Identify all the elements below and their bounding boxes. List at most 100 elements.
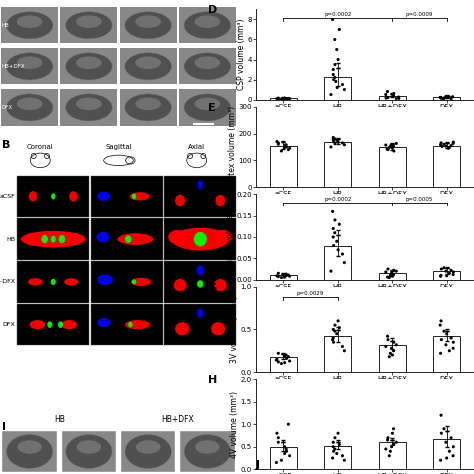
Point (438, 143, 446, 150)
Point (439, 95, 447, 102)
Point (333, 46, 340, 53)
Ellipse shape (215, 195, 226, 206)
Point (383, 146, 391, 153)
Point (330, 242, 337, 249)
Ellipse shape (17, 98, 43, 110)
Point (284, 146, 292, 154)
Point (278, 147, 285, 155)
Bar (379, 96, 406, 100)
Ellipse shape (175, 195, 185, 206)
Point (449, 140, 457, 147)
Text: E: E (208, 102, 216, 113)
Ellipse shape (130, 192, 150, 201)
Point (333, 450, 340, 457)
Y-axis label: 3V volume (mm³): 3V volume (mm³) (230, 296, 239, 363)
Point (338, 343, 346, 350)
Point (447, 334, 455, 342)
Point (283, 272, 290, 279)
Point (273, 272, 281, 280)
Ellipse shape (76, 56, 101, 69)
Point (384, 265, 392, 273)
Ellipse shape (76, 98, 101, 110)
Bar (379, 345, 406, 372)
Point (437, 273, 444, 280)
Point (286, 357, 293, 365)
Bar (164, 176, 236, 217)
Bar (17, 304, 89, 346)
Text: Sagittal: Sagittal (105, 144, 132, 150)
Point (390, 92, 397, 100)
Point (281, 94, 288, 102)
Point (442, 93, 450, 100)
Point (273, 95, 281, 102)
Point (331, 216, 339, 224)
Bar (91, 219, 163, 260)
Bar (17, 219, 89, 260)
Ellipse shape (125, 236, 131, 243)
Bar (379, 442, 406, 469)
Point (437, 456, 444, 464)
Point (389, 144, 396, 152)
Ellipse shape (41, 235, 48, 243)
Point (388, 345, 395, 352)
Bar (119, 7, 176, 43)
Point (283, 143, 290, 151)
Ellipse shape (136, 56, 161, 69)
Point (284, 353, 292, 361)
Point (336, 324, 343, 331)
Point (329, 225, 337, 232)
Point (390, 143, 397, 150)
Ellipse shape (17, 15, 43, 28)
Point (331, 321, 339, 329)
Text: DFX: DFX (1, 105, 12, 110)
Point (384, 436, 392, 444)
Point (274, 94, 282, 102)
Point (329, 438, 337, 446)
Point (437, 139, 445, 147)
Point (389, 351, 396, 359)
Point (437, 349, 444, 357)
Point (329, 71, 337, 78)
Point (273, 356, 280, 364)
Ellipse shape (97, 192, 110, 201)
Point (437, 411, 445, 419)
Point (449, 452, 457, 460)
Point (286, 273, 293, 280)
Point (442, 341, 450, 348)
Point (387, 272, 394, 279)
Text: HB+DFX: HB+DFX (161, 415, 194, 424)
Point (449, 93, 456, 100)
Point (341, 86, 348, 93)
Ellipse shape (58, 321, 63, 328)
Point (437, 93, 444, 101)
Text: HB+DFX: HB+DFX (1, 64, 25, 69)
Bar (164, 261, 236, 302)
Point (384, 146, 392, 154)
Bar (270, 146, 297, 187)
Point (283, 445, 290, 453)
Ellipse shape (51, 236, 56, 243)
Point (341, 259, 348, 266)
Ellipse shape (197, 265, 204, 275)
Point (382, 268, 390, 276)
Point (384, 94, 392, 101)
Point (283, 270, 290, 278)
Point (286, 95, 293, 102)
Ellipse shape (136, 15, 161, 28)
Bar (2, 431, 57, 472)
Point (333, 84, 341, 91)
Ellipse shape (47, 321, 52, 328)
Ellipse shape (184, 53, 231, 80)
Point (330, 338, 337, 346)
Point (286, 145, 293, 152)
Point (382, 343, 390, 350)
Point (331, 328, 338, 335)
Point (284, 95, 292, 102)
Ellipse shape (6, 12, 53, 39)
Point (390, 266, 398, 274)
Point (283, 355, 290, 362)
Point (382, 91, 390, 98)
Point (336, 26, 343, 33)
Bar (324, 446, 351, 469)
Point (440, 264, 448, 272)
